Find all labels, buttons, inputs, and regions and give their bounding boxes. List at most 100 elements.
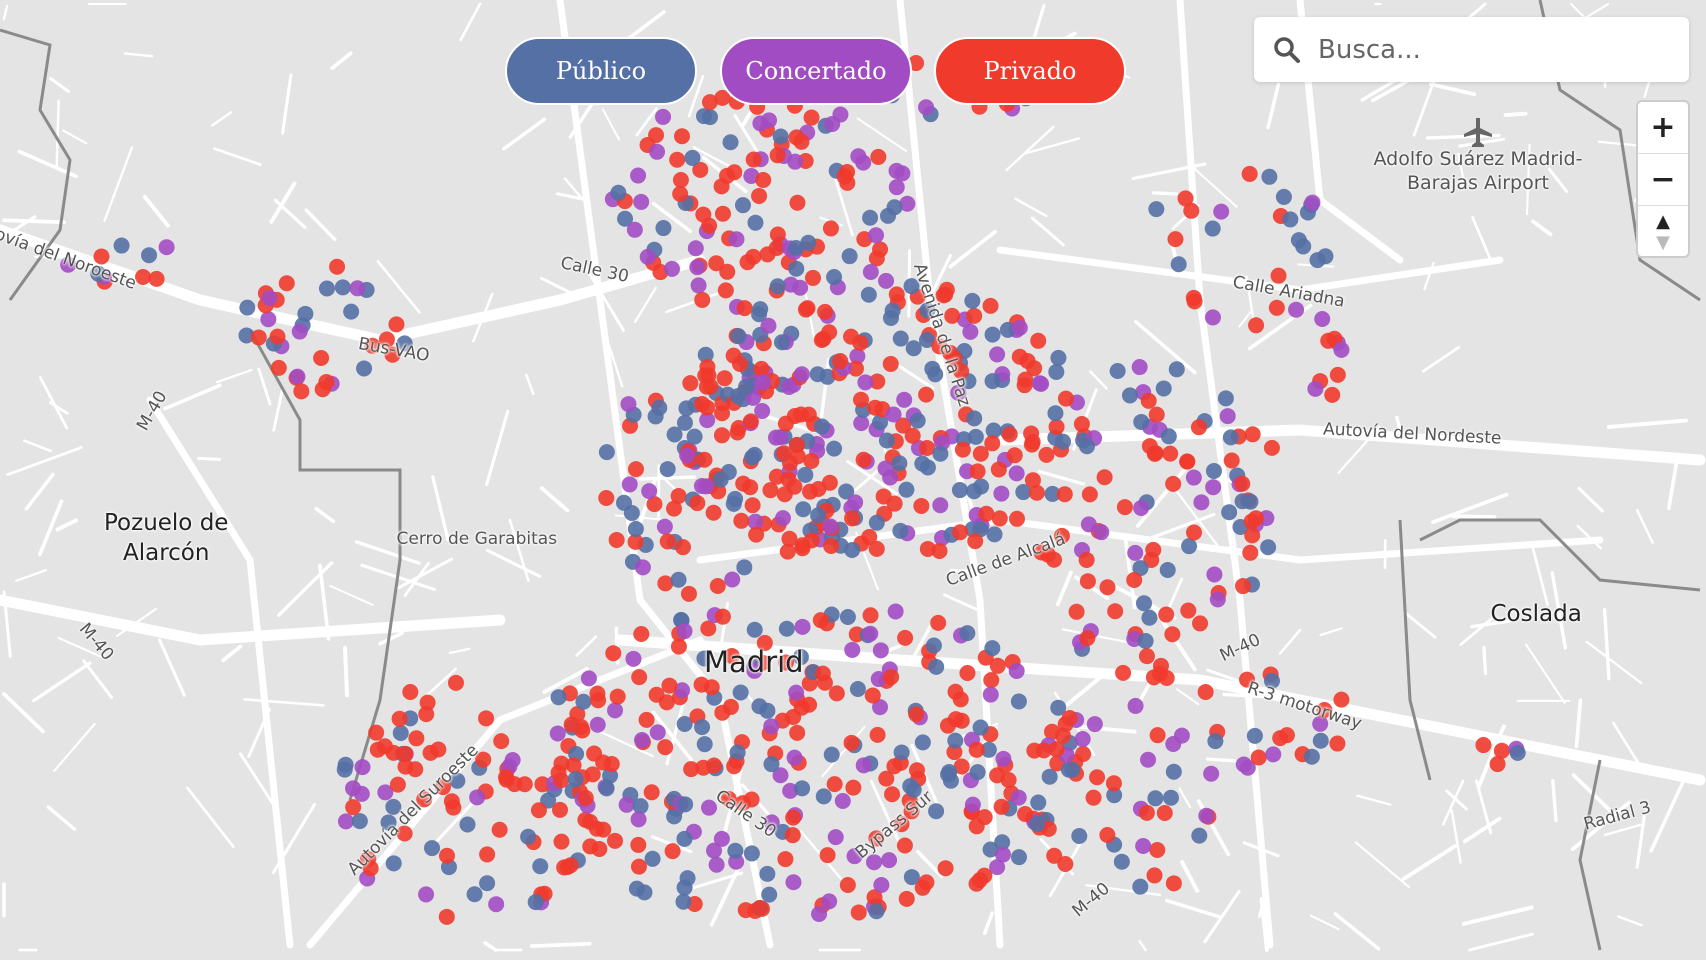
school-marker-privado[interactable] xyxy=(896,837,913,854)
school-marker-privado[interactable] xyxy=(705,504,722,521)
school-marker-concertado[interactable] xyxy=(620,396,637,413)
school-marker-concertado[interactable] xyxy=(724,571,741,588)
school-marker-publico[interactable] xyxy=(747,214,764,231)
school-marker-privado[interactable] xyxy=(853,391,870,408)
school-marker-privado[interactable] xyxy=(1165,875,1182,892)
school-marker-publico[interactable] xyxy=(947,732,964,749)
school-marker-publico[interactable] xyxy=(697,346,714,363)
school-marker-privado[interactable] xyxy=(1078,551,1095,568)
school-marker-privado[interactable] xyxy=(565,757,582,774)
school-marker-privado[interactable] xyxy=(422,744,439,761)
school-marker-privado[interactable] xyxy=(953,758,970,775)
school-marker-concertado[interactable] xyxy=(788,684,805,701)
school-marker-publico[interactable] xyxy=(679,870,696,887)
school-marker-privado[interactable] xyxy=(937,286,954,303)
school-marker-publico[interactable] xyxy=(392,725,409,742)
school-marker-privado[interactable] xyxy=(855,451,872,468)
school-marker-publico[interactable] xyxy=(575,693,592,710)
school-marker-publico[interactable] xyxy=(984,640,1001,657)
school-marker-privado[interactable] xyxy=(812,612,829,629)
school-marker-privado[interactable] xyxy=(731,355,748,372)
school-marker-privado[interactable] xyxy=(657,739,674,756)
school-marker-publico[interactable] xyxy=(1303,748,1320,765)
school-marker-privado[interactable] xyxy=(1185,524,1202,541)
school-marker-privado[interactable] xyxy=(714,405,731,422)
school-marker-concertado[interactable] xyxy=(792,279,809,296)
school-marker-privado[interactable] xyxy=(1138,648,1155,665)
school-marker-concertado[interactable] xyxy=(896,391,913,408)
school-marker-publico[interactable] xyxy=(676,414,693,431)
school-marker-publico[interactable] xyxy=(839,608,856,625)
school-marker-publico[interactable] xyxy=(356,360,373,377)
school-marker-publico[interactable] xyxy=(1168,361,1185,378)
school-marker-concertado[interactable] xyxy=(1127,697,1144,714)
school-marker-publico[interactable] xyxy=(752,301,769,318)
school-marker-privado[interactable] xyxy=(498,769,515,786)
school-marker-concertado[interactable] xyxy=(1010,789,1027,806)
school-marker-privado[interactable] xyxy=(714,608,731,625)
school-marker-publico[interactable] xyxy=(1113,853,1130,870)
school-marker-concertado[interactable] xyxy=(630,811,647,828)
school-marker-publico[interactable] xyxy=(980,741,997,758)
school-marker-publico[interactable] xyxy=(1044,485,1061,502)
school-marker-publico[interactable] xyxy=(644,850,661,867)
school-marker-publico[interactable] xyxy=(838,483,855,500)
school-marker-publico[interactable] xyxy=(610,184,627,201)
school-marker-publico[interactable] xyxy=(696,736,713,753)
school-marker-privado[interactable] xyxy=(638,711,655,728)
school-marker-privado[interactable] xyxy=(1115,664,1132,681)
school-marker-privado[interactable] xyxy=(908,55,925,72)
school-marker-privado[interactable] xyxy=(1243,513,1260,530)
school-marker-concertado[interactable] xyxy=(649,724,666,741)
school-marker-privado[interactable] xyxy=(821,474,838,491)
school-marker-concertado[interactable] xyxy=(853,415,870,432)
school-marker-publico[interactable] xyxy=(727,842,744,859)
school-marker-privado[interactable] xyxy=(777,851,794,868)
school-marker-privado[interactable] xyxy=(1085,789,1102,806)
school-marker-publico[interactable] xyxy=(815,788,832,805)
school-marker-publico[interactable] xyxy=(1047,405,1064,422)
school-marker-concertado[interactable] xyxy=(774,510,791,527)
school-marker-privado[interactable] xyxy=(868,540,885,557)
school-marker-privado[interactable] xyxy=(376,738,393,755)
school-marker-privado[interactable] xyxy=(93,248,110,265)
school-marker-privado[interactable] xyxy=(828,685,845,702)
school-marker-publico[interactable] xyxy=(396,335,413,352)
school-marker-privado[interactable] xyxy=(563,716,580,733)
school-marker-privado[interactable] xyxy=(582,838,599,855)
school-marker-privado[interactable] xyxy=(1148,406,1165,423)
school-marker-concertado[interactable] xyxy=(824,115,841,132)
school-marker-privado[interactable] xyxy=(993,798,1010,815)
school-marker-publico[interactable] xyxy=(972,719,989,736)
school-marker-privado[interactable] xyxy=(804,269,821,286)
school-marker-publico[interactable] xyxy=(984,326,1001,343)
school-marker-concertado[interactable] xyxy=(746,662,763,679)
school-marker-concertado[interactable] xyxy=(982,686,999,703)
school-marker-publico[interactable] xyxy=(1133,413,1150,430)
school-marker-privado[interactable] xyxy=(947,711,964,728)
school-marker-publico[interactable] xyxy=(984,373,1001,390)
school-marker-publico[interactable] xyxy=(730,328,747,345)
school-marker-privado[interactable] xyxy=(886,495,903,512)
school-marker-privado[interactable] xyxy=(968,741,985,758)
school-marker-privado[interactable] xyxy=(516,776,533,793)
school-marker-concertado[interactable] xyxy=(760,317,777,334)
school-marker-privado[interactable] xyxy=(742,413,759,430)
school-marker-concertado[interactable] xyxy=(549,725,566,742)
school-marker-privado[interactable] xyxy=(683,761,700,778)
school-marker-publico[interactable] xyxy=(1071,827,1088,844)
school-marker-privado[interactable] xyxy=(250,329,267,346)
school-marker-privado[interactable] xyxy=(438,908,455,925)
school-marker-privado[interactable] xyxy=(819,847,836,864)
filter-privado-button[interactable]: Privado xyxy=(934,37,1126,105)
school-marker-concertado[interactable] xyxy=(1133,499,1150,516)
search-input[interactable] xyxy=(1316,33,1660,66)
school-marker-privado[interactable] xyxy=(1140,392,1157,409)
school-marker-privado[interactable] xyxy=(897,629,914,646)
school-marker-publico[interactable] xyxy=(891,455,908,472)
school-marker-publico[interactable] xyxy=(598,780,615,797)
school-marker-privado[interactable] xyxy=(952,524,969,541)
school-marker-privado[interactable] xyxy=(883,668,900,685)
school-marker-publico[interactable] xyxy=(973,478,990,495)
school-marker-concertado[interactable] xyxy=(964,796,981,813)
